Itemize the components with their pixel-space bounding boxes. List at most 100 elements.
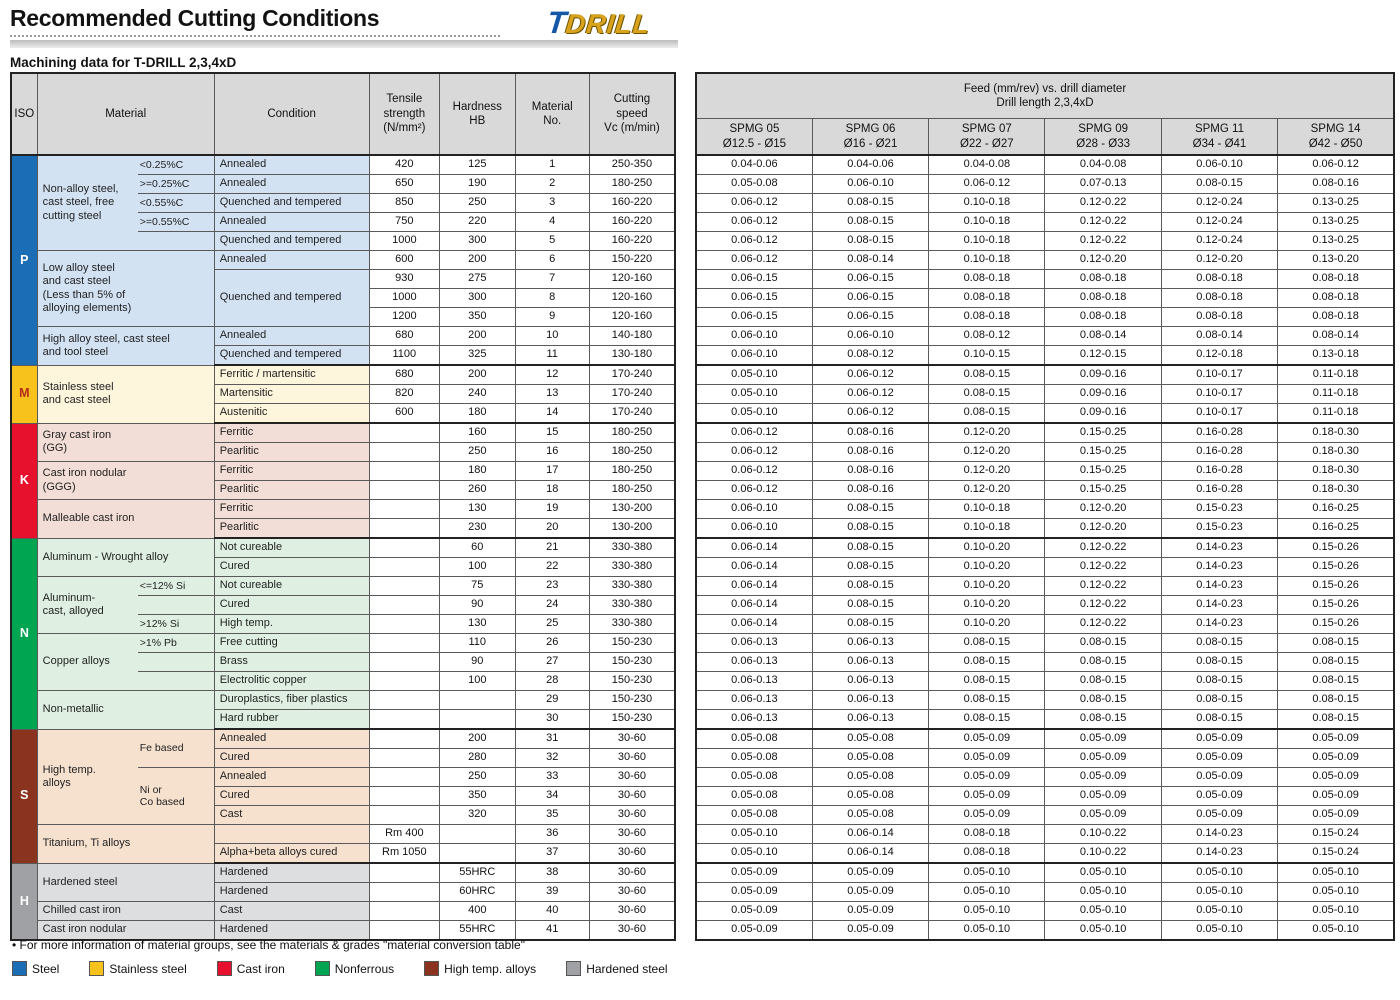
feed-cell: 0.08-0.18 [928,843,1046,864]
feed-cell: 0.11-0.18 [1277,403,1395,424]
feed-cell: 0.12-0.15 [1044,345,1162,366]
legend-swatch [12,961,27,976]
col-header-material: Material [36,72,215,156]
material-subcondition-cell: <=12% Si [137,576,215,596]
condition-cell: Quenched and tempered [213,231,370,251]
feed-cell: 0.05-0.10 [1277,901,1395,921]
feed-cell: 0.05-0.09 [1044,728,1162,749]
tensile-cell [368,557,441,577]
hardness-cell: 240 [439,384,516,404]
material-row: Copper alloys >1% Pb Free cutting 110 26 150-… [11,633,676,691]
material-cell: Cast iron nodular (GGG) [36,461,215,500]
feed-cell: 0.05-0.09 [1277,767,1395,787]
feed-row: 0.05-0.08 0.06-0.10 0.06-0.12 0.07-0.13 0.08… [695,174,1395,194]
feed-cell: 0.05-0.10 [1160,862,1279,883]
feed-cell: 0.12-0.20 [1044,518,1162,539]
tensile-cell: 1000 [368,231,441,251]
feed-cell: 0.08-0.15 [928,364,1046,385]
feed-cell: 0.04-0.08 [1044,154,1162,175]
feed-cell: 0.08-0.18 [928,824,1046,844]
cutting-speed-cell: 330-380 [588,557,676,577]
feed-row: 0.05-0.10 0.06-0.12 0.08-0.15 0.09-0.16 0.10… [695,403,1395,424]
feed-row: 0.06-0.12 0.08-0.16 0.12-0.20 0.15-0.25 0.16… [695,442,1395,462]
feed-cell: 0.05-0.10 [1044,920,1162,941]
material-no-cell: 28 [514,671,590,691]
feed-cell: 0.06-0.12 [695,231,813,251]
feed-cell: 0.05-0.10 [1044,901,1162,921]
feed-cell: 0.06-0.13 [695,709,813,730]
tensile-cell [368,480,441,500]
feed-cell: 0.09-0.16 [1044,364,1162,385]
feed-cell: 0.08-0.15 [811,499,930,519]
tensile-cell [368,537,441,558]
feed-row: 0.06-0.10 0.06-0.10 0.08-0.12 0.08-0.14 0.08… [695,326,1395,346]
feed-cell: 0.06-0.12 [695,212,813,232]
material-row: Quenched and tempered 1100 325 11 130-180 [11,345,676,366]
legend-label: Stainless steel [109,961,187,976]
material-row: H Hardened steel Hardened 55HRC 38 30-60 [10,862,676,941]
material-row: Malleable cast iron Ferritic 130 19 130-200 [11,499,676,539]
material-row: >=0.25%C Annealed 650 190 2 180-250 [11,174,676,194]
condition-cell: Ferritic [213,499,370,519]
hardness-cell: 200 [439,326,516,346]
feed-cell: 0.05-0.08 [811,786,930,806]
feed-cell: 0.05-0.10 [695,403,813,424]
feed-cell: 0.05-0.08 [811,805,930,825]
condition-cell: Ferritic / martensitic [213,364,370,385]
feed-cell: 0.05-0.10 [928,901,1046,921]
hardness-cell: 400 [439,901,516,921]
feed-cell: 0.10-0.18 [928,231,1046,251]
feed-cell: 0.08-0.15 [811,537,930,558]
hardness-cell: 180 [439,461,516,481]
condition-cell: Alpha+beta alloys cured [213,843,370,864]
cutting-speed-cell: 180-250 [588,480,676,500]
material-no-cell: 1 [514,154,590,175]
feed-cell: 0.07-0.13 [1044,174,1162,194]
material-row: Titanium, Ti alloys Rm 400 36 30-60 [11,824,676,864]
legend-item: High temp. alloys [424,961,536,976]
feed-cell: 0.05-0.09 [1044,805,1162,825]
feed-cell: 0.05-0.08 [811,767,930,787]
hardness-cell [439,843,516,864]
feed-cell: 0.15-0.23 [1160,518,1279,539]
feed-cell: 0.12-0.24 [1160,212,1279,232]
material-row: Cast iron nodular (GGG) Ferritic 180 17 180-… [11,461,676,500]
feed-cell: 0.05-0.09 [1044,786,1162,806]
cutting-speed-cell: 150-230 [588,671,676,691]
material-no-cell: 24 [514,595,590,615]
feed-cell: 0.13-0.25 [1277,212,1395,232]
tensile-cell: 820 [368,384,441,404]
material-no-cell: 38 [514,862,590,883]
cutting-speed-cell: 180-250 [588,174,676,194]
col-header-condition: Condition [213,72,370,156]
feed-table-body: 0.04-0.06 0.04-0.06 0.04-0.08 0.04-0.08 0.06… [695,154,1395,941]
material-no-cell: 34 [514,786,590,806]
feed-cell: 0.12-0.22 [1044,212,1162,232]
hardness-cell: 180 [439,403,516,424]
condition-cell: Annealed [213,326,370,346]
material-row: Quenched and tempered 1000 300 5 160-220 [11,231,676,251]
page-title: Recommended Cutting Conditions [10,5,500,37]
hardness-cell: 90 [439,595,516,615]
feed-cell: 0.10-0.20 [928,614,1046,634]
feed-cell: 0.05-0.09 [928,748,1046,768]
cutting-speed-cell: 30-60 [588,843,676,864]
tensile-cell [368,767,441,787]
material-no-cell: 33 [514,767,590,787]
feed-cell: 0.08-0.15 [1044,671,1162,691]
condition-cell: Cured [213,748,370,768]
hardness-cell: 220 [439,212,516,232]
material-row: M Stainless steel and cast steel Ferritic … [10,364,676,424]
material-cell: Cast iron nodular [36,920,215,941]
feed-cell: 0.06-0.15 [695,288,813,308]
hardness-cell: 125 [439,154,516,175]
feed-cell: 0.12-0.20 [928,442,1046,462]
material-no-cell: 22 [514,557,590,577]
hardness-cell: 90 [439,652,516,672]
hardness-cell [439,690,516,710]
feed-cell: 0.08-0.15 [1277,652,1395,672]
feed-cell: 0.06-0.12 [928,174,1046,194]
cutting-speed-cell: 120-160 [588,269,676,289]
tensile-cell [368,576,441,596]
feed-cell: 0.16-0.28 [1160,480,1279,500]
